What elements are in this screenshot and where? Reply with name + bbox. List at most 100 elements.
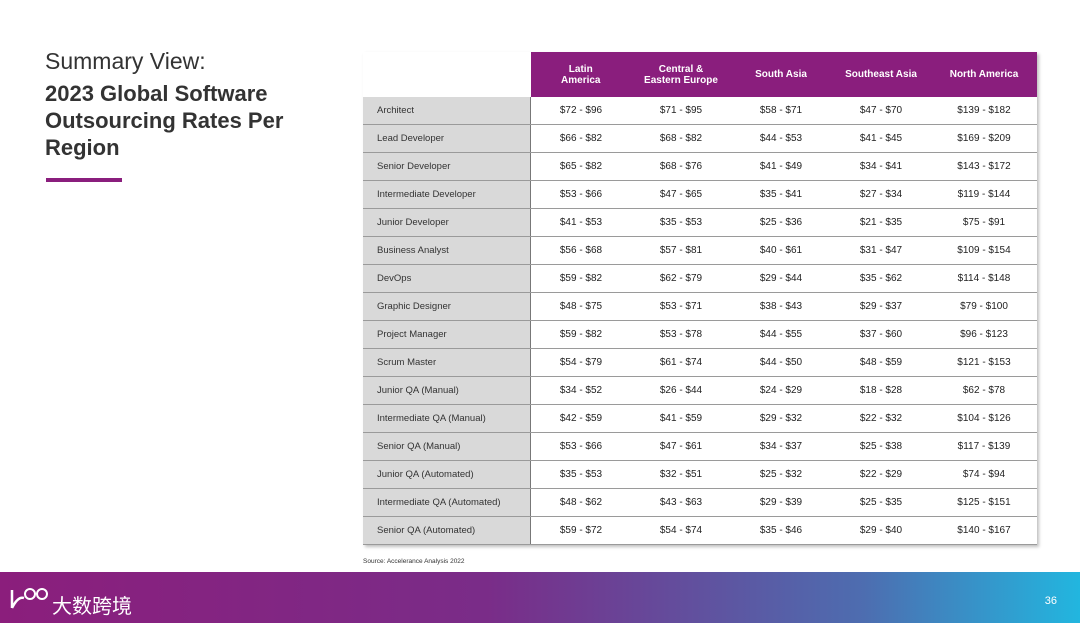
table-row: Lead Developer $66 - $82 $68 - $82 $44 - $5… xyxy=(363,124,1037,153)
rate-cell: $56 - $68 xyxy=(530,236,631,265)
rate-cell: $35 - $46 xyxy=(731,516,831,545)
rate-cell: $41 - $53 xyxy=(530,208,631,237)
rate-cell: $139 - $182 xyxy=(931,97,1037,125)
role-cell: Architect xyxy=(363,97,531,125)
rate-cell: $119 - $144 xyxy=(931,180,1037,209)
rate-cell: $35 - $62 xyxy=(831,264,931,293)
rate-cell: $34 - $52 xyxy=(530,376,631,405)
table-row: Senior QA (Manual) $53 - $66 $47 - $61 $34 … xyxy=(363,432,1037,461)
column-header-text: Latin America xyxy=(561,63,601,86)
role-cell: Lead Developer xyxy=(363,124,531,153)
rate-cell: $40 - $61 xyxy=(731,236,831,265)
rate-cell: $25 - $38 xyxy=(831,432,931,461)
logo-icon xyxy=(10,588,48,609)
table-row: Junior Developer $41 - $53 $35 - $53 $25 - … xyxy=(363,208,1037,237)
rate-cell: $59 - $82 xyxy=(530,264,631,293)
rate-cell: $57 - $81 xyxy=(631,236,731,265)
rate-cell: $75 - $91 xyxy=(931,208,1037,237)
rate-cell: $25 - $35 xyxy=(831,488,931,517)
rate-cell: $47 - $70 xyxy=(831,97,931,125)
rate-cell: $61 - $74 xyxy=(631,348,731,377)
rate-cell: $34 - $37 xyxy=(731,432,831,461)
rate-cell: $62 - $78 xyxy=(931,376,1037,405)
rate-cell: $114 - $148 xyxy=(931,264,1037,293)
rate-cell: $109 - $154 xyxy=(931,236,1037,265)
title: 2023 Global Software Outsourcing Rates P… xyxy=(45,81,284,160)
rate-cell: $44 - $50 xyxy=(731,348,831,377)
rate-cell: $74 - $94 xyxy=(931,460,1037,489)
rate-cell: $41 - $45 xyxy=(831,124,931,153)
rate-cell: $66 - $82 xyxy=(530,124,631,153)
rate-cell: $72 - $96 xyxy=(530,97,631,125)
role-cell: DevOps xyxy=(363,264,531,293)
rate-cell: $143 - $172 xyxy=(931,152,1037,181)
role-cell: Junior QA (Manual) xyxy=(363,376,531,405)
role-cell: Senior QA (Automated) xyxy=(363,516,531,545)
rate-cell: $53 - $78 xyxy=(631,320,731,349)
table-row: Senior Developer $65 - $82 $68 - $76 $41 - … xyxy=(363,152,1037,181)
column-header-text: South Asia xyxy=(755,69,807,80)
rate-cell: $22 - $29 xyxy=(831,460,931,489)
role-cell: Graphic Designer xyxy=(363,292,531,321)
table-row: Business Analyst $56 - $68 $57 - $81 $40 - … xyxy=(363,236,1037,265)
rate-cell: $44 - $55 xyxy=(731,320,831,349)
rate-cell: $37 - $60 xyxy=(831,320,931,349)
rate-cell: $104 - $126 xyxy=(931,404,1037,433)
role-cell: Senior QA (Manual) xyxy=(363,432,531,461)
rate-cell: $42 - $59 xyxy=(530,404,631,433)
rate-cell: $48 - $59 xyxy=(831,348,931,377)
column-header: North America xyxy=(931,52,1037,97)
rate-cell: $121 - $153 xyxy=(931,348,1037,377)
rate-cell: $79 - $100 xyxy=(931,292,1037,321)
title-rule xyxy=(46,178,122,182)
page-number: 36 xyxy=(1044,595,1057,607)
rate-cell: $47 - $65 xyxy=(631,180,731,209)
rate-cell: $35 - $53 xyxy=(631,208,731,237)
rate-cell: $29 - $32 xyxy=(731,404,831,433)
rate-cell: $62 - $79 xyxy=(631,264,731,293)
role-cell: Intermediate Developer xyxy=(363,180,531,209)
rate-cell: $29 - $39 xyxy=(731,488,831,517)
table-row: Intermediate QA (Manual) $42 - $59 $41 - $… xyxy=(363,404,1037,433)
rate-cell: $18 - $28 xyxy=(831,376,931,405)
rate-cell: $59 - $82 xyxy=(530,320,631,349)
rates-table: Latin America Central & Eastern Europe Sou… xyxy=(363,52,1037,545)
rate-cell: $25 - $32 xyxy=(731,460,831,489)
column-header-text: Central & Eastern Europe xyxy=(644,63,718,86)
rate-cell: $43 - $63 xyxy=(631,488,731,517)
role-cell: Junior QA (Automated) xyxy=(363,460,531,489)
rate-cell: $48 - $75 xyxy=(530,292,631,321)
column-header-text: North America xyxy=(949,69,1019,80)
table-row: Junior QA (Manual) $34 - $52 $26 - $44 $24 … xyxy=(363,376,1037,405)
role-cell: Intermediate QA (Manual) xyxy=(363,404,531,433)
kicker: Summary View: xyxy=(45,48,206,74)
table-row: Junior QA (Automated) $35 - $53 $32 - $51 $… xyxy=(363,460,1037,489)
rate-cell: $26 - $44 xyxy=(631,376,731,405)
table-row: Project Manager $59 - $82 $53 - $78 $44 - $… xyxy=(363,320,1037,349)
rate-cell: $140 - $167 xyxy=(931,516,1037,545)
rate-cell: $54 - $74 xyxy=(631,516,731,545)
role-cell: Scrum Master xyxy=(363,348,531,377)
rate-cell: $54 - $79 xyxy=(530,348,631,377)
column-header: South Asia xyxy=(731,52,831,97)
rate-cell: $59 - $72 xyxy=(530,516,631,545)
column-header-text: Southeast Asia xyxy=(845,69,917,80)
rate-cell: $27 - $34 xyxy=(831,180,931,209)
rate-cell: $22 - $32 xyxy=(831,404,931,433)
table-row: Architect $72 - $96 $71 - $95 $58 - $71 $47 … xyxy=(363,97,1037,125)
rate-cell: $48 - $62 xyxy=(530,488,631,517)
rate-cell: $29 - $37 xyxy=(831,292,931,321)
table-row: Graphic Designer $48 - $75 $53 - $71 $38 - … xyxy=(363,292,1037,321)
source: Source: Accelerance Analysis 2022 xyxy=(363,558,465,565)
rate-cell: $31 - $47 xyxy=(831,236,931,265)
column-header: Central & Eastern Europe xyxy=(631,52,731,97)
rate-cell: $21 - $35 xyxy=(831,208,931,237)
column-header: Latin America xyxy=(530,52,631,97)
role-cell: Junior Developer xyxy=(363,208,531,237)
role-cell: Project Manager xyxy=(363,320,531,349)
table-row: Intermediate Developer $53 - $66 $47 - $65… xyxy=(363,180,1037,209)
rate-cell: $68 - $76 xyxy=(631,152,731,181)
rate-cell: $47 - $61 xyxy=(631,432,731,461)
rate-cell: $41 - $59 xyxy=(631,404,731,433)
